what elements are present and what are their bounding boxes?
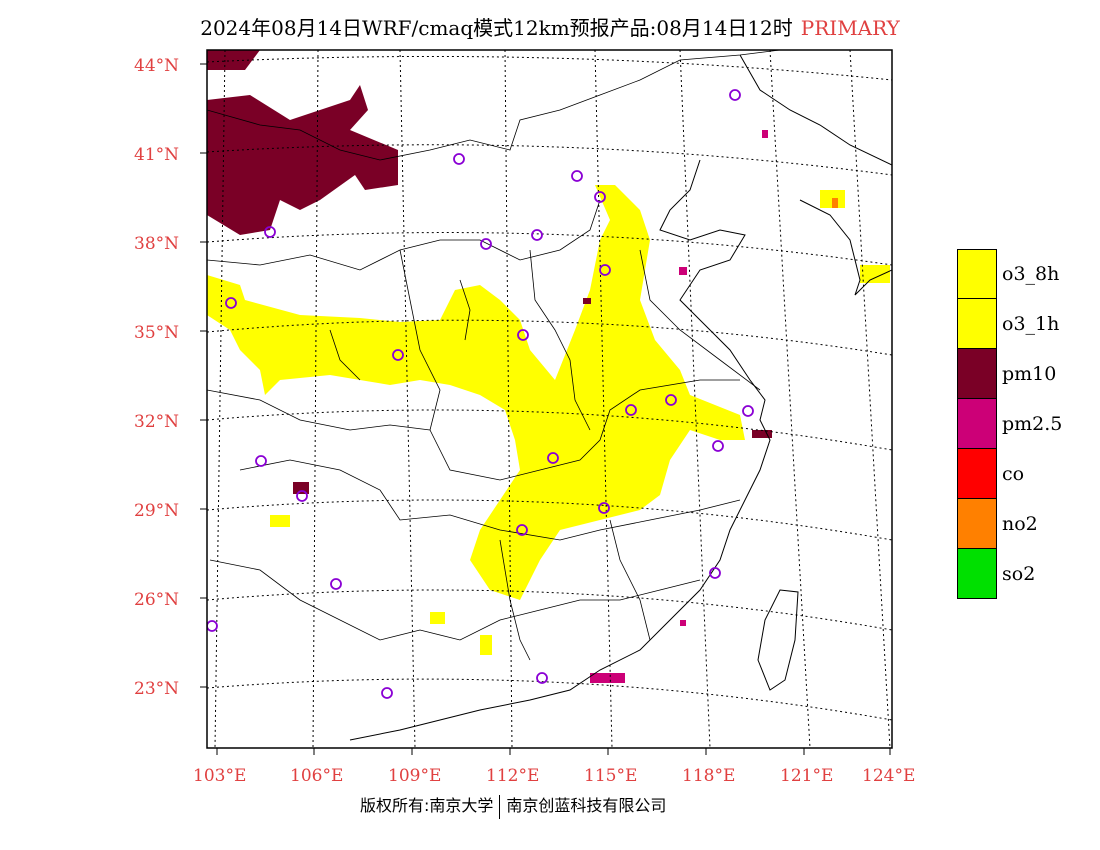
legend-label: pm10 bbox=[1002, 363, 1057, 385]
legend-label: no2 bbox=[1002, 513, 1038, 535]
no2-spot bbox=[832, 198, 838, 208]
legend-item-o3-8h: o3_8h bbox=[957, 249, 1062, 299]
lon-label-109: 109°E bbox=[388, 766, 442, 786]
copyright-owner: 版权所有:南京大学 bbox=[360, 796, 494, 815]
legend-item-no2: no2 bbox=[957, 499, 1062, 549]
lat-label-41: 41°N bbox=[134, 145, 180, 165]
pm25-spots bbox=[590, 130, 768, 683]
legend-item-pm25: pm2.5 bbox=[957, 399, 1062, 449]
legend-item-o3-1h: o3_1h bbox=[957, 299, 1062, 349]
o3-region bbox=[207, 185, 890, 655]
legend-item-so2: so2 bbox=[957, 549, 1062, 599]
lat-label-38: 38°N bbox=[134, 234, 180, 254]
axis-ticks bbox=[200, 63, 891, 755]
lat-label-29: 29°N bbox=[134, 501, 180, 521]
map-title: 2024年08月14日WRF/cmaq模式12km预报产品:08月14日12时 P… bbox=[0, 12, 1100, 41]
legend-label: pm2.5 bbox=[1002, 413, 1063, 435]
legend-label: o3_1h bbox=[1002, 313, 1060, 335]
lon-label-103: 103°E bbox=[193, 766, 247, 786]
legend-swatch bbox=[957, 549, 997, 599]
legend-label: o3_8h bbox=[1002, 263, 1060, 285]
footer-separator bbox=[499, 794, 501, 819]
lat-label-23: 23°N bbox=[134, 679, 180, 699]
legend-item-co: co bbox=[957, 449, 1062, 499]
pm10-region-north bbox=[207, 50, 398, 235]
legend-swatch bbox=[957, 299, 997, 349]
lon-label-118: 118°E bbox=[682, 766, 736, 786]
city-markers bbox=[207, 89, 754, 699]
lat-label-44: 44°N bbox=[134, 56, 180, 76]
coastline bbox=[349, 54, 892, 741]
legend-swatch bbox=[957, 399, 997, 449]
copyright-footer: 版权所有:南京大学 南京创蓝科技有限公司 bbox=[360, 792, 666, 819]
province-boundaries bbox=[207, 50, 781, 661]
lon-label-124: 124°E bbox=[862, 766, 916, 786]
lat-label-26: 26°N bbox=[134, 590, 180, 610]
legend-swatch bbox=[957, 249, 997, 299]
lon-label-115: 115°E bbox=[584, 766, 638, 786]
lat-label-35: 35°N bbox=[134, 323, 180, 343]
lat-label-32: 32°N bbox=[134, 412, 180, 432]
legend-swatch bbox=[957, 499, 997, 549]
map-frame bbox=[206, 49, 893, 749]
legend-label: so2 bbox=[1002, 563, 1036, 585]
copyright-company: 南京创蓝科技有限公司 bbox=[506, 796, 667, 815]
legend-swatch bbox=[957, 449, 997, 499]
legend-label: co bbox=[1002, 463, 1025, 485]
lon-label-121: 121°E bbox=[780, 766, 834, 786]
lon-label-106: 106°E bbox=[290, 766, 344, 786]
legend: o3_8h o3_1h pm10 pm2.5 co no2 so2 bbox=[957, 249, 1062, 599]
legend-swatch bbox=[957, 349, 997, 399]
title-main: 2024年08月14日WRF/cmaq模式12km预报产品:08月14日12时 bbox=[200, 16, 793, 40]
legend-item-pm10: pm10 bbox=[957, 349, 1062, 399]
title-tag: PRIMARY bbox=[800, 16, 900, 40]
lon-label-112: 112°E bbox=[486, 766, 540, 786]
